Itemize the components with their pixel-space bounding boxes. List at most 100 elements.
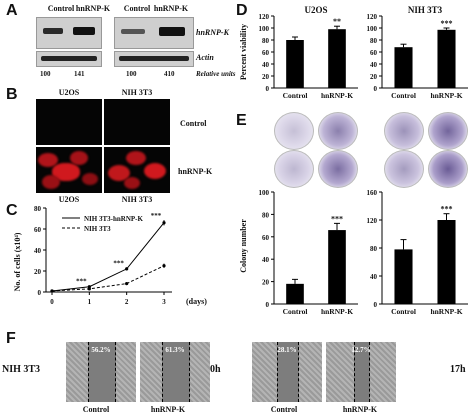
colony-plates bbox=[272, 112, 474, 188]
panel-label-a: A bbox=[6, 2, 18, 19]
scratch-bottom-label: Control bbox=[82, 405, 110, 414]
scratch-cell-label: NIH 3T3 bbox=[2, 364, 41, 375]
c-point bbox=[125, 282, 129, 286]
colony-plate bbox=[428, 112, 468, 150]
blot-value: 100 bbox=[126, 70, 137, 78]
colony-plate bbox=[274, 112, 314, 150]
scratch-bottom-label: hnRNP-K bbox=[342, 405, 378, 414]
scratch-wound-gap bbox=[162, 342, 190, 402]
d2-category-label: Control bbox=[391, 91, 416, 100]
d2-category-label: hnRNP-K bbox=[430, 91, 462, 100]
e1-bar bbox=[286, 283, 304, 304]
scratch-image: 12.7% bbox=[326, 342, 396, 402]
panel-label-c: C bbox=[6, 202, 18, 219]
blot-lane-label: Control bbox=[47, 4, 75, 13]
scratch-time-17h: 17h bbox=[450, 364, 466, 375]
e1-bar bbox=[328, 230, 346, 304]
fluor-row-label-hnrnpk: hnRNP-K bbox=[178, 167, 213, 176]
d2-sig: *** bbox=[441, 19, 453, 28]
blot-hnrnpk-left bbox=[36, 17, 102, 49]
e2-sig: *** bbox=[441, 205, 453, 214]
panel-label-d: D bbox=[236, 2, 248, 19]
d1-category-label: hnRNP-K bbox=[321, 91, 353, 100]
blot-row-label-hnrnpk: hnRNP-K bbox=[196, 28, 229, 37]
d2-y-tick-label: 40 bbox=[370, 61, 378, 69]
viability-charts: Percent viability 0 20 40 60 80 100 120 Control… bbox=[239, 5, 468, 100]
e1-category-label: Control bbox=[283, 307, 308, 316]
blot-row-label-actin: Actin bbox=[196, 53, 214, 62]
growth-curve-chart: No. of cells (x10⁴) (days) 0 20 40 60 80 0 1 2 3… bbox=[13, 205, 207, 306]
colony-plate bbox=[428, 150, 468, 188]
blot-value: 141 bbox=[74, 70, 85, 78]
scratch-wound-gap bbox=[88, 342, 116, 402]
c-series-line bbox=[51, 222, 165, 292]
c-point bbox=[162, 221, 166, 225]
c-sig: *** bbox=[151, 212, 162, 220]
blot-actin-right bbox=[114, 51, 194, 67]
colony-plate bbox=[274, 150, 314, 188]
e1-category-label: hnRNP-K bbox=[321, 307, 353, 316]
c-series-line bbox=[51, 265, 165, 292]
scratch-wound-gap bbox=[354, 342, 370, 402]
blot-hnrnpk-right bbox=[114, 17, 194, 49]
panel-label-e: E bbox=[236, 112, 247, 129]
c-sig: *** bbox=[113, 259, 124, 267]
e1-y-tick-label: 60 bbox=[262, 234, 270, 242]
d1-y-tick-label: 60 bbox=[262, 49, 270, 57]
scratch-percent: 28.1% bbox=[277, 346, 297, 354]
e1-y-tick-label: 100 bbox=[259, 189, 270, 197]
scratch-bottom-label: Control bbox=[270, 405, 298, 414]
d1-bar bbox=[328, 29, 346, 88]
fluor-u2os-hnrnpk bbox=[36, 147, 102, 193]
c-y-tick-label: 80 bbox=[34, 205, 42, 213]
fluor-col-label: NIH 3T3 bbox=[121, 88, 153, 97]
e1-y-tick-label: 20 bbox=[262, 279, 270, 287]
fluor-nih-control bbox=[104, 99, 170, 145]
c-legend-label: NIH 3T3-hnRNP-K bbox=[84, 215, 143, 223]
scratch-percent: 61.3% bbox=[165, 346, 185, 354]
fluor-row-label-control: Control bbox=[180, 119, 207, 128]
scratch-percent: 12.7% bbox=[351, 346, 371, 354]
scratch-image: 28.1% bbox=[252, 342, 322, 402]
d2-bar bbox=[394, 47, 413, 88]
colony-plate bbox=[384, 112, 424, 150]
c-point bbox=[87, 287, 91, 291]
d1-bar bbox=[286, 40, 304, 88]
e2-y-tick-label: 120 bbox=[367, 217, 378, 225]
d2-title: NIH 3T3 bbox=[408, 5, 443, 15]
fluor-bottom-label: U2OS bbox=[58, 195, 80, 204]
d2-y-tick-label: 100 bbox=[367, 25, 378, 33]
blot-lane-label: hnRNP-K bbox=[153, 4, 189, 13]
fluor-bottom-label: NIH 3T3 bbox=[121, 195, 153, 204]
e2-y-tick-label: 40 bbox=[370, 273, 378, 281]
d1-sig: ** bbox=[333, 17, 341, 26]
scratch-percent: 56.2% bbox=[91, 346, 111, 354]
c-x-tick-label: 1 bbox=[88, 298, 92, 306]
colony-plate bbox=[318, 112, 358, 150]
blot-row-label-units: Relative units bbox=[196, 70, 236, 78]
colony-plate bbox=[318, 150, 358, 188]
c-sig: *** bbox=[76, 278, 87, 286]
fluor-nih-hnrnpk bbox=[104, 147, 170, 193]
c-x-tick-label: 2 bbox=[125, 298, 129, 306]
e1-y-tick-label: 80 bbox=[262, 211, 270, 219]
e2-y-tick-label: 80 bbox=[370, 245, 378, 253]
d2-y-tick-label: 20 bbox=[370, 73, 378, 81]
d1-category-label: Control bbox=[283, 91, 308, 100]
c-y-tick-label: 40 bbox=[34, 247, 42, 255]
e1-sig: *** bbox=[331, 214, 343, 223]
e2-bar bbox=[394, 249, 413, 304]
growth-ylabel: No. of cells (x10⁴) bbox=[13, 232, 22, 291]
blot-value: 100 bbox=[40, 70, 51, 78]
c-point bbox=[162, 264, 166, 268]
e2-y-tick-label: 160 bbox=[367, 189, 378, 197]
c-y-tick-label: 20 bbox=[34, 268, 42, 276]
d1-y-tick-label: 40 bbox=[262, 61, 270, 69]
scratch-time-0h: 0h bbox=[210, 364, 221, 375]
panel-label-b: B bbox=[6, 86, 18, 103]
blot-lane-label: Control bbox=[123, 4, 151, 13]
d1-y-tick-label: 0 bbox=[266, 85, 270, 93]
panel-label-f: F bbox=[6, 330, 16, 347]
c-y-tick-label: 0 bbox=[38, 289, 42, 297]
blot-value: 410 bbox=[164, 70, 175, 78]
